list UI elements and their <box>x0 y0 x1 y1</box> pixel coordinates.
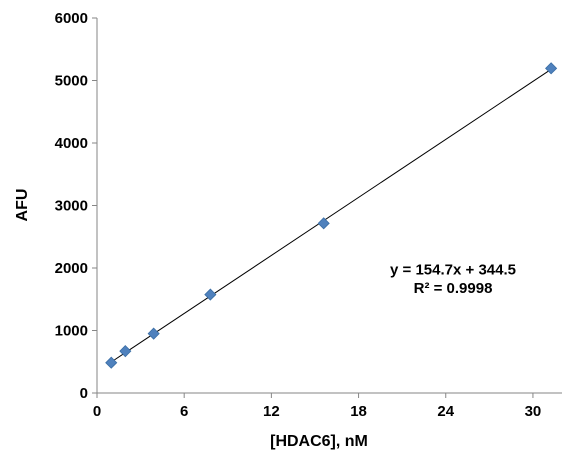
equation-annotation: R² = 0.9998 <box>414 280 493 297</box>
x-tick-label: 30 <box>525 403 542 420</box>
y-tick-label: 0 <box>80 385 88 402</box>
data-point <box>545 62 558 75</box>
y-tick-label: 1000 <box>55 323 88 340</box>
data-point <box>147 327 160 340</box>
y-tick-label: 6000 <box>55 10 88 27</box>
data-point <box>317 217 330 230</box>
data-point <box>204 288 217 301</box>
x-tick-label: 18 <box>350 403 367 420</box>
y-tick-label: 3000 <box>55 198 88 215</box>
equation-annotation: y = 154.7x + 344.5 <box>390 261 516 278</box>
annotations: y = 154.7x + 344.5 R² = 0.9998 <box>390 261 516 297</box>
data-point <box>105 356 118 369</box>
x-tick-label: 24 <box>437 403 454 420</box>
y-tick-label: 2000 <box>55 260 88 277</box>
trendline-line <box>110 68 552 363</box>
data-points <box>105 62 558 369</box>
y-tick-label: 5000 <box>55 73 88 90</box>
y-axis-title: AFU <box>14 189 31 222</box>
trendline <box>110 68 552 363</box>
x-axis-title: [HDAC6], nM <box>270 433 368 450</box>
x-tick-label: 0 <box>93 403 101 420</box>
axes <box>96 18 562 394</box>
x-tick-label: 12 <box>263 403 280 420</box>
y-tick-label: 4000 <box>55 135 88 152</box>
ticks: 0 1000 2000 3000 4000 5000 6000 0 6 12 18 24 30 <box>55 10 542 420</box>
data-point <box>119 345 132 358</box>
x-tick-label: 6 <box>180 403 188 420</box>
